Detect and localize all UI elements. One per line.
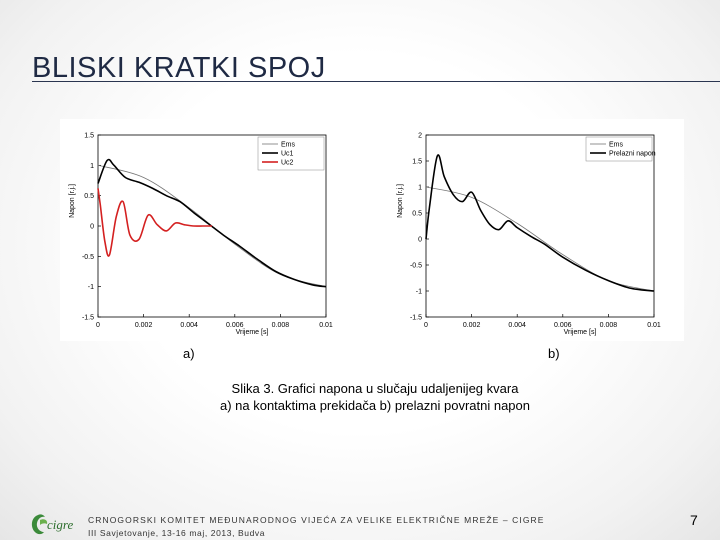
- chart-a-y-tick-label: 1.5: [84, 133, 94, 140]
- chart-a-y-tick-label: 1: [90, 163, 94, 170]
- chart-b-y-tick-label: -1: [416, 289, 422, 296]
- footer-event: III Savjetovanje, 13-16 maj, 2013, Budva: [88, 528, 266, 538]
- chart-b-x-axis-label: Vrijeme [s]: [564, 329, 597, 336]
- page-number: 7: [690, 512, 698, 528]
- svg-text:cigre: cigre: [47, 517, 73, 532]
- chart-a-x-tick-label: 0: [96, 322, 100, 329]
- chart-b-x-tick-label: 0: [424, 322, 428, 329]
- chart-b-y-tick-label: -0.5: [410, 263, 422, 270]
- chart-b-label: b): [548, 346, 560, 361]
- chart-a-x-tick-label: 0.002: [135, 322, 153, 329]
- caption-line-1: Slika 3. Grafici napona u slučaju udalje…: [231, 381, 519, 396]
- chart-b-x-tick-label: 0.01: [647, 322, 661, 329]
- chart-b-series-prelazni-napon-line: [425, 154, 655, 292]
- chart-a-y-tick-label: -1: [88, 284, 94, 291]
- chart-a-y-axis-label: Napon [r.j.]: [69, 184, 76, 218]
- chart-b-x-tick-label: 0.006: [554, 322, 572, 329]
- chart-a-y-tick-label: -0.5: [82, 254, 94, 261]
- slide-title: BLISKI KRATKI SPOJ: [32, 52, 326, 84]
- chart-b-y-tick-label: 0: [418, 237, 422, 244]
- chart-panel-b: 0 0.002 0.004 0.006 0.008 0.01 2 1.5 1 0.5 0 -0.5 -1…: [388, 119, 684, 341]
- chart-b-plot-area: [425, 134, 655, 318]
- chart-b: 0 0.002 0.004 0.006 0.008 0.01 2 1.5 1 0.5 0 -0.5 -1…: [397, 133, 661, 337]
- title-divider: [32, 81, 720, 82]
- chart-a-x-axis-label: Vrijeme [s]: [236, 329, 269, 336]
- chart-a-label: a): [183, 346, 195, 361]
- chart-a-legend-entry: Ems: [281, 142, 296, 149]
- chart-a-series-uc1-line: [97, 158, 327, 288]
- chart-b-y-tick-label: -1.5: [410, 315, 422, 322]
- figure-caption: Slika 3. Grafici napona u slučaju udalje…: [160, 380, 590, 414]
- chart-a-x-tick-label: 0.004: [180, 322, 198, 329]
- chart-a-x-tick-label: 0.008: [272, 322, 290, 329]
- chart-b-x-tick-label: 0.002: [463, 322, 481, 329]
- chart-a-x-tick-label: 0.01: [319, 322, 333, 329]
- chart-b-y-tick-label: 2: [418, 133, 422, 140]
- chart-a-series-uc2-line: [97, 188, 212, 257]
- chart-b-legend: [585, 136, 653, 162]
- chart-a: 0 0.002 0.004 0.006 0.008 0.01 1.5 1 0.5 0 -0.5 -1 -…: [69, 133, 333, 337]
- chart-panel-a: 0 0.002 0.004 0.006 0.008 0.01 1.5 1 0.5 0 -0.5 -1 -…: [60, 119, 356, 341]
- cigre-logo: cigre: [31, 514, 73, 535]
- chart-a-legend-entry: Uc2: [281, 160, 294, 167]
- chart-b-legend-entry: Ems: [609, 142, 624, 149]
- chart-b-y-tick-label: 1: [418, 185, 422, 192]
- caption-line-2: a) na kontaktima prekidača b) prelazni p…: [219, 398, 530, 413]
- chart-b-x-tick-label: 0.004: [508, 322, 526, 329]
- chart-b-y-axis-label: Napon [r.j.]: [397, 184, 404, 218]
- chart-b-y-tick-label: 1.5: [412, 159, 422, 166]
- chart-a-x-tick-label: 0.006: [226, 322, 244, 329]
- chart-b-y-tick-label: 0.5: [412, 211, 422, 218]
- chart-b-legend-entry: Prelazni napon: [609, 151, 656, 158]
- chart-a-legend-entry: Uc1: [281, 151, 294, 158]
- chart-a-y-tick-label: 0: [90, 224, 94, 231]
- chart-a-y-tick-label: -1.5: [82, 315, 94, 322]
- chart-b-x-tick-label: 0.008: [600, 322, 618, 329]
- footer-organization: CRNOGORSKI KOMITET MEĐUNARODNOG VIJEĆA Z…: [88, 515, 545, 525]
- chart-a-y-tick-label: 0.5: [84, 193, 94, 200]
